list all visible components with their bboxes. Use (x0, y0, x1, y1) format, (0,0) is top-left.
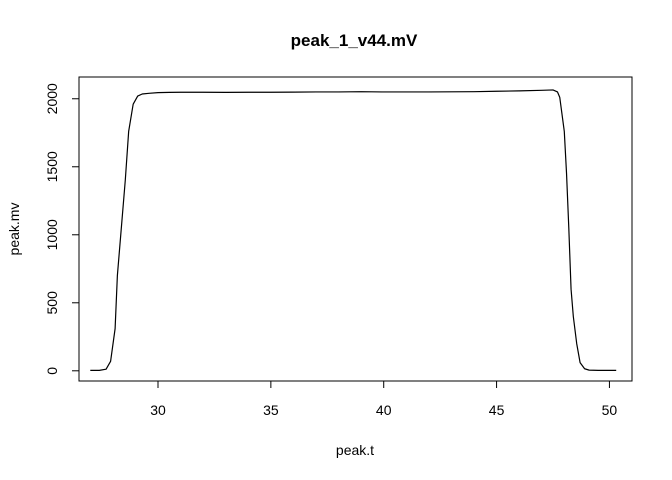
y-axis: 0 500 1000 1500 2000 (44, 83, 80, 375)
x-axis: 30 35 40 45 50 (150, 380, 618, 418)
y-tick-label: 500 (44, 291, 60, 315)
series-line (90, 89, 617, 371)
plot-frame (78, 76, 633, 382)
x-tick-label: 30 (150, 402, 166, 418)
y-tick-label: 0 (44, 367, 60, 375)
y-tick-label: 1500 (44, 151, 60, 182)
y-axis-label: peak.mv (6, 203, 22, 256)
x-tick-label: 35 (263, 402, 279, 418)
x-tick-label: 50 (602, 402, 618, 418)
x-tick-label: 40 (376, 402, 392, 418)
x-axis-label: peak.t (336, 442, 374, 458)
x-tick-label: 45 (489, 402, 505, 418)
chart-title: peak_1_v44.mV (291, 31, 418, 50)
y-tick-label: 1000 (44, 219, 60, 250)
y-tick-label: 2000 (44, 83, 60, 114)
